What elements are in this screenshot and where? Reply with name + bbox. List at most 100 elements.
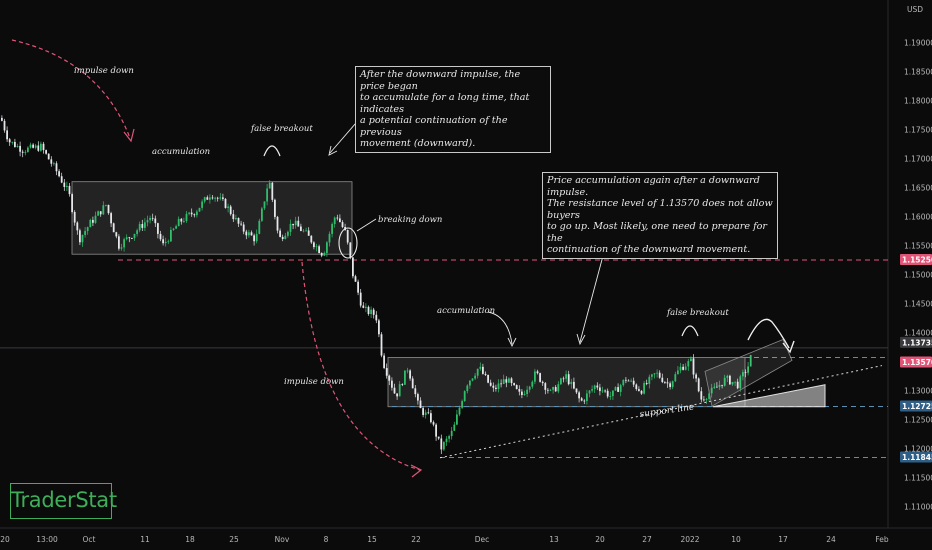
candle-body bbox=[700, 391, 703, 400]
forecast-arrow-head bbox=[782, 340, 795, 354]
candle-body bbox=[575, 388, 578, 393]
y-tick-label: 1.15500 bbox=[904, 242, 932, 251]
candle-body bbox=[68, 185, 71, 195]
candle-body bbox=[632, 380, 635, 385]
accumulation-zone bbox=[71, 181, 353, 255]
y-tick-label: 1.17500 bbox=[904, 126, 932, 135]
price-badge bbox=[900, 356, 932, 368]
candle-body bbox=[3, 120, 6, 131]
candle-body bbox=[66, 185, 68, 187]
x-tick-label: 15 bbox=[367, 535, 377, 544]
candle-body bbox=[583, 400, 586, 402]
candle-body bbox=[76, 222, 79, 231]
candle-body bbox=[471, 378, 474, 381]
x-tick-label: 13 bbox=[549, 535, 559, 544]
candle-body bbox=[630, 380, 632, 382]
candle-body bbox=[222, 197, 224, 199]
candle-body bbox=[159, 233, 162, 240]
x-tick-label: 24 bbox=[826, 535, 836, 544]
candle-body bbox=[365, 306, 367, 308]
x-tick-label: 25 bbox=[229, 535, 239, 544]
candle-body bbox=[450, 430, 453, 437]
candle-body bbox=[482, 366, 484, 374]
candle-body bbox=[513, 383, 515, 386]
rising-channel bbox=[704, 338, 793, 407]
false-breakout-label-bottom: false breakout bbox=[666, 308, 729, 318]
y-tick-label: 1.16000 bbox=[904, 213, 932, 222]
candle-body bbox=[625, 379, 627, 381]
candle-body bbox=[697, 378, 700, 392]
candle-body bbox=[736, 381, 739, 389]
candle-body bbox=[617, 387, 619, 392]
candle-body bbox=[14, 141, 16, 147]
candle-body bbox=[201, 201, 203, 208]
accumulation-zone bbox=[387, 357, 746, 408]
y-tick-label: 1.18000 bbox=[904, 97, 932, 106]
candle-body bbox=[185, 213, 188, 222]
candle-body bbox=[42, 143, 45, 151]
candle-body bbox=[274, 199, 276, 217]
candle-body bbox=[718, 384, 721, 387]
candle-body bbox=[323, 252, 326, 256]
x-tick-label: 27 bbox=[642, 535, 652, 544]
candle-body bbox=[726, 375, 729, 378]
candle-body bbox=[357, 281, 359, 293]
candle-body bbox=[349, 242, 352, 258]
candle-body bbox=[612, 390, 614, 397]
y-tick-label: 1.14000 bbox=[904, 329, 932, 338]
candle-body bbox=[666, 382, 669, 384]
candle-body bbox=[32, 144, 34, 148]
candle-body bbox=[539, 373, 541, 382]
candle-body bbox=[328, 233, 331, 243]
candle-body bbox=[276, 216, 279, 231]
candle-body bbox=[99, 211, 102, 215]
candle-body bbox=[268, 182, 271, 189]
candle-body bbox=[237, 218, 240, 224]
x-tick-label: 20 bbox=[595, 535, 605, 544]
candle-body bbox=[219, 197, 222, 199]
candle-body bbox=[640, 390, 643, 394]
candle-body bbox=[456, 414, 458, 425]
candle-body bbox=[19, 145, 21, 152]
candle-body bbox=[461, 401, 463, 408]
x-tick-label: Dec bbox=[475, 535, 490, 544]
candle-body bbox=[651, 374, 653, 377]
candle-body bbox=[531, 381, 534, 387]
candle-body bbox=[86, 227, 89, 232]
candle-body bbox=[606, 390, 609, 397]
candle-body bbox=[333, 217, 336, 225]
candle-body bbox=[739, 376, 742, 389]
candle-body bbox=[508, 378, 510, 383]
candle-body bbox=[573, 381, 575, 389]
candle-body bbox=[396, 393, 398, 397]
currency-label: USD bbox=[907, 5, 923, 14]
candle-body bbox=[177, 218, 180, 227]
candle-body bbox=[302, 230, 305, 232]
candle-body bbox=[170, 229, 172, 242]
candle-body bbox=[684, 366, 687, 370]
candle-body bbox=[393, 387, 396, 394]
note-top: After the downward impulse, the price be… bbox=[355, 66, 551, 153]
candle-body bbox=[749, 355, 752, 367]
candle-body bbox=[84, 231, 86, 235]
candle-body bbox=[131, 238, 133, 239]
candle-body bbox=[235, 218, 237, 220]
x-tick-label: 10 bbox=[731, 535, 741, 544]
candle-body bbox=[138, 224, 141, 231]
candle-body bbox=[318, 246, 320, 253]
candle-body bbox=[458, 407, 461, 415]
candle-body bbox=[292, 223, 294, 226]
candle-body bbox=[89, 219, 92, 228]
candle-body bbox=[432, 422, 435, 425]
candle-body bbox=[661, 377, 664, 383]
candle-body bbox=[115, 232, 118, 237]
impulse-arrow-bottom bbox=[410, 464, 423, 478]
candle-body bbox=[367, 306, 370, 315]
candle-body bbox=[248, 232, 250, 236]
candle-body bbox=[372, 309, 375, 315]
candle-body bbox=[578, 392, 580, 399]
y-tick-label: 1.11000 bbox=[904, 503, 932, 512]
candle-body bbox=[560, 378, 562, 385]
candle-body bbox=[731, 382, 734, 385]
